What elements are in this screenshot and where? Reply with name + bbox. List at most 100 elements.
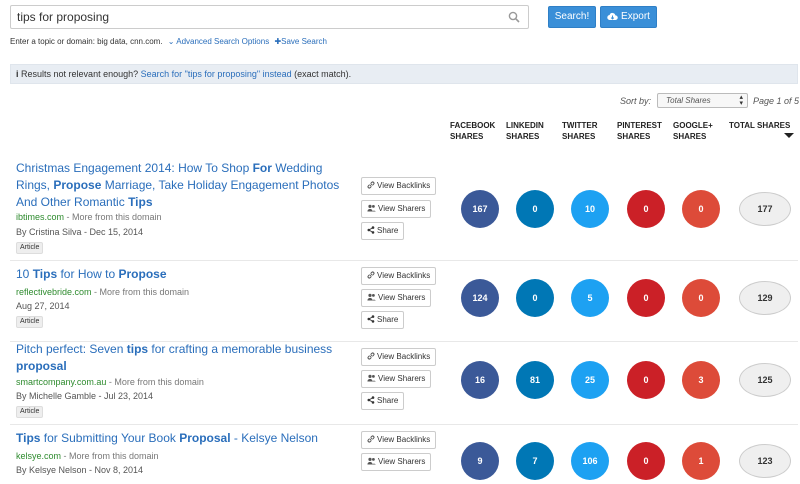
- more-from-domain-link[interactable]: - More from this domain: [91, 287, 190, 297]
- domain-link[interactable]: reflectivebride.com: [16, 287, 92, 297]
- link-icon: [367, 352, 375, 360]
- view-backlinks-button[interactable]: View Backlinks: [361, 267, 436, 285]
- total-share-count: 125: [739, 363, 791, 397]
- google-share-count: 3: [682, 361, 720, 399]
- title-keyword: Propose: [118, 267, 167, 281]
- more-from-domain-link[interactable]: - More from this domain: [106, 377, 204, 387]
- result-title[interactable]: Tips for Submitting Your Book Proposal -…: [16, 430, 352, 447]
- sort-label: Sort by:: [620, 96, 652, 106]
- info-icon: i: [16, 69, 19, 79]
- facebook-share-count: 9: [461, 442, 499, 480]
- col-twitter-shares[interactable]: TWITTER SHARES: [562, 121, 598, 141]
- linkedin-share-count: 0: [516, 279, 554, 317]
- domain-link[interactable]: ibtimes.com: [16, 212, 65, 222]
- pinterest-share-count: 0: [627, 279, 665, 317]
- share-icon: [367, 315, 375, 323]
- title-keyword: Proposal: [179, 431, 231, 445]
- more-from-domain-link[interactable]: - More from this domain: [64, 212, 162, 222]
- total-share-count: 123: [739, 444, 791, 478]
- result-title[interactable]: 10 Tips for How to Propose: [16, 266, 352, 283]
- result-row: 10 Tips for How to Propose reflectivebri…: [10, 262, 798, 342]
- view-sharers-button[interactable]: View Sharers: [361, 289, 431, 307]
- title-text: Marriage, Take Holiday Engagement Photos…: [16, 178, 340, 209]
- view-sharers-button[interactable]: View Sharers: [361, 200, 431, 218]
- title-keyword: Tips: [16, 431, 41, 445]
- result-byline: By Kelsye Nelson - Nov 8, 2014: [16, 465, 144, 475]
- pinterest-share-count: 0: [627, 190, 665, 228]
- share-icon: [367, 226, 375, 234]
- share-icon: [367, 396, 375, 404]
- total-share-count: 177: [739, 192, 791, 226]
- result-title[interactable]: Christmas Engagement 2014: How To Shop F…: [16, 160, 352, 211]
- content-type-badge: Article: [16, 406, 44, 418]
- title-text: Christmas Engagement 2014: How To Shop: [16, 161, 253, 175]
- page-info: Page 1 of 5: [753, 96, 800, 106]
- users-icon: [367, 374, 376, 382]
- content-type-badge: Article: [16, 316, 44, 328]
- title-text: for crafting a memorable business: [148, 342, 333, 356]
- view-sharers-button[interactable]: View Sharers: [361, 453, 431, 471]
- plus-icon: ✚: [274, 37, 282, 46]
- col-pinterest-shares[interactable]: PINTEREST SHARES: [617, 121, 662, 141]
- facebook-share-count: 16: [461, 361, 499, 399]
- result-byline: By Cristina Silva - Dec 15, 2014: [16, 227, 144, 237]
- total-share-count: 129: [739, 281, 791, 315]
- col-total-shares[interactable]: TOTAL SHARES: [729, 121, 791, 130]
- title-text: Wedding Rings,: [16, 161, 323, 192]
- result-byline: By Michelle Gamble - Jul 23, 2014: [16, 391, 154, 401]
- title-keyword: Tips: [128, 195, 153, 209]
- search-hint: Enter a topic or domain: big data, cnn.c…: [10, 37, 327, 46]
- search-input[interactable]: [10, 5, 529, 29]
- linkedin-share-count: 7: [516, 442, 554, 480]
- domain-link[interactable]: kelsye.com: [16, 451, 62, 461]
- linkedin-share-count: 0: [516, 190, 554, 228]
- view-backlinks-button[interactable]: View Backlinks: [361, 348, 436, 366]
- more-from-domain-link[interactable]: - More from this domain: [61, 451, 159, 461]
- export-label: Export: [621, 11, 650, 22]
- title-keyword: For: [252, 161, 272, 175]
- result-domain: ibtimes.com - More from this domain: [16, 212, 162, 222]
- relevance-notice: i Results not relevant enough? Search fo…: [10, 64, 798, 84]
- link-icon: [367, 181, 375, 189]
- exact-match-link[interactable]: Search for "tips for proposing" instead: [140, 69, 292, 79]
- twitter-share-count: 5: [571, 279, 609, 317]
- result-title[interactable]: Pitch perfect: Seven tips for crafting a…: [16, 341, 352, 375]
- view-backlinks-button[interactable]: View Backlinks: [361, 177, 436, 195]
- search-hint-text: Enter a topic or domain: big data, cnn.c…: [10, 37, 163, 46]
- col-google-shares[interactable]: GOOGLE+ SHARES: [673, 121, 713, 141]
- export-button[interactable]: Export: [600, 6, 657, 28]
- share-button[interactable]: Share: [361, 392, 404, 410]
- google-share-count: 1: [682, 442, 720, 480]
- cloud-download-icon: [607, 12, 618, 21]
- link-icon: [367, 271, 375, 279]
- result-domain: kelsye.com - More from this domain: [16, 451, 159, 461]
- search-icon[interactable]: [508, 11, 520, 23]
- users-icon: [367, 293, 376, 301]
- users-icon: [367, 457, 376, 465]
- chevron-down-icon: ⌄: [167, 37, 175, 46]
- view-sharers-button[interactable]: View Sharers: [361, 370, 431, 388]
- link-icon: [367, 435, 375, 443]
- col-facebook-shares[interactable]: FACEBOOK SHARES: [450, 121, 496, 141]
- title-keyword: Tips: [32, 267, 58, 281]
- pinterest-share-count: 0: [627, 442, 665, 480]
- domain-link[interactable]: smartcompany.com.au: [16, 377, 107, 387]
- title-keyword: Propose: [53, 178, 102, 192]
- save-search-link[interactable]: ✚Save Search: [274, 37, 327, 46]
- sort-select[interactable]: Total Shares ▴ ▾: [657, 93, 748, 108]
- share-button[interactable]: Share: [361, 222, 404, 240]
- title-keyword: tips: [126, 342, 149, 356]
- sort-desc-icon: [784, 133, 794, 138]
- view-backlinks-button[interactable]: View Backlinks: [361, 431, 436, 449]
- twitter-share-count: 10: [571, 190, 609, 228]
- col-linkedin-shares[interactable]: LINKEDIN SHARES: [506, 121, 544, 141]
- search-button[interactable]: Search!: [548, 6, 596, 28]
- advanced-search-link[interactable]: ⌄ Advanced Search Options: [167, 37, 270, 46]
- facebook-share-count: 167: [461, 190, 499, 228]
- content-type-badge: Article: [16, 242, 44, 254]
- title-text: Pitch perfect: Seven: [16, 342, 127, 356]
- google-share-count: 0: [682, 279, 720, 317]
- twitter-share-count: 25: [571, 361, 609, 399]
- result-row: Pitch perfect: Seven tips for crafting a…: [10, 341, 798, 425]
- share-button[interactable]: Share: [361, 311, 404, 329]
